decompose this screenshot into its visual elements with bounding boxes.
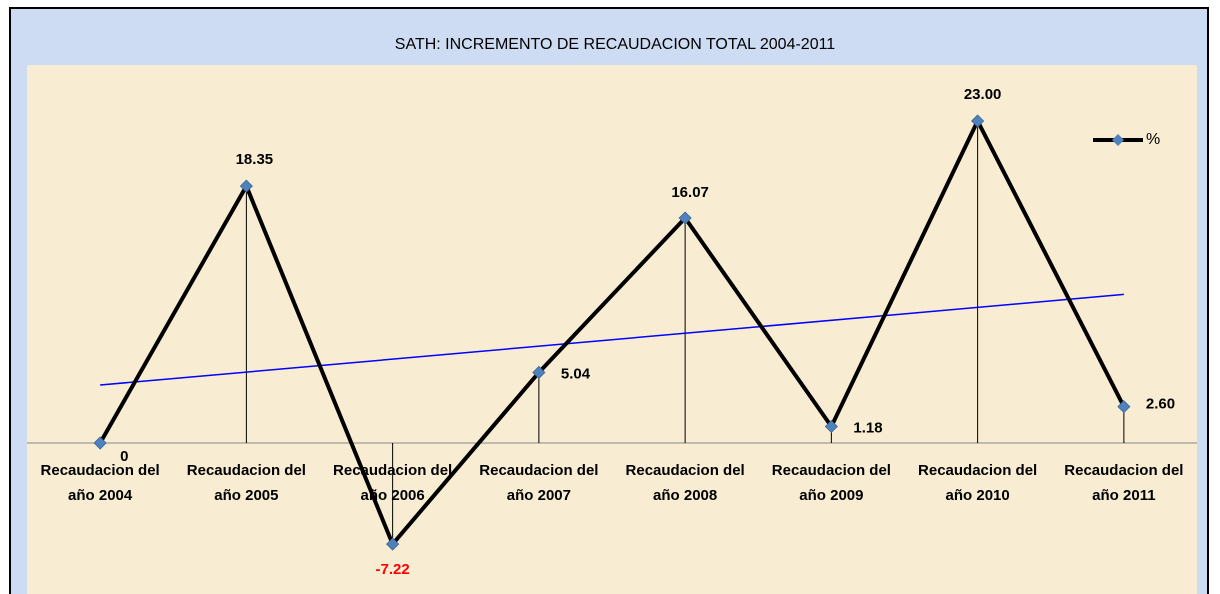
- data-label: 16.07: [671, 184, 709, 201]
- marker: [678, 211, 692, 225]
- data-label: 23.00: [964, 86, 1002, 103]
- marker: [1117, 400, 1131, 414]
- x-tick-label: Recaudacion del año 2006: [333, 462, 453, 504]
- marker: [93, 436, 107, 450]
- data-label: 5.04: [561, 365, 591, 382]
- data-label: -7.22: [376, 561, 410, 578]
- x-tick-label: Recaudacion del año 2010: [918, 462, 1038, 504]
- chart-title: SATH: INCREMENTO DE RECAUDACION TOTAL 20…: [395, 36, 836, 53]
- series-line: [98, 116, 1126, 548]
- marker: [386, 537, 400, 551]
- legend-marker: [1112, 134, 1124, 146]
- marker: [971, 114, 985, 128]
- legend-label: %: [1146, 131, 1160, 148]
- x-tick-label: Recaudacion del año 2008: [625, 462, 745, 504]
- data-label: 0: [120, 448, 128, 465]
- x-tick-label: Recaudacion del año 2004: [40, 462, 160, 504]
- x-tick-label: Recaudacion del año 2005: [186, 462, 306, 504]
- x-tick-label: Recaudacion del año 2009: [771, 462, 891, 504]
- data-label: 1.18: [853, 419, 882, 436]
- x-tick-label: Recaudacion del año 2007: [479, 462, 599, 504]
- data-label: 18.35: [236, 151, 274, 168]
- marker: [532, 365, 546, 380]
- data-label: 2.60: [1146, 396, 1175, 413]
- x-tick-label: Recaudacion del año 2011: [1064, 462, 1184, 504]
- marker: [239, 179, 253, 193]
- plot-area: [27, 65, 1197, 594]
- trendline: [100, 293, 1124, 386]
- marker: [824, 419, 838, 434]
